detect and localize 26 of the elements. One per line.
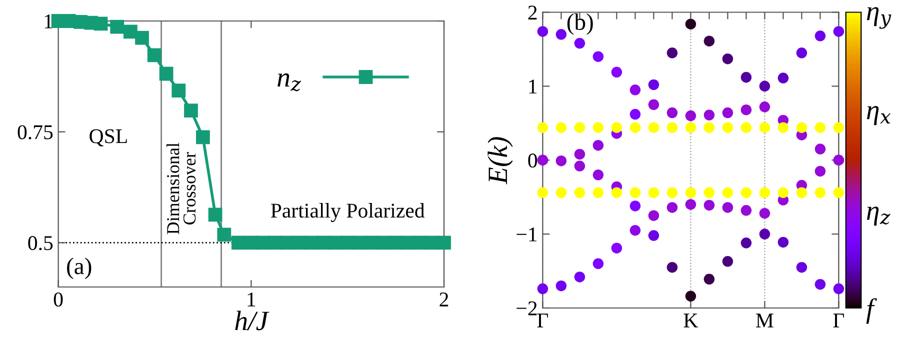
x-tick-label: K — [684, 314, 698, 328]
y-axis-title: E(k) — [488, 137, 513, 184]
x-axis-title: h/J — [235, 310, 270, 330]
annotation: Dimensional Crossover — [166, 142, 196, 234]
y-tick-label: 0.5 — [28, 236, 53, 250]
y-tick-label: 0 — [528, 154, 538, 168]
y-tick-label: 2 — [528, 6, 537, 20]
color-bar-label: η$_{y}$ — [866, 7, 892, 29]
y-tick-label: 1 — [529, 80, 537, 94]
legend-label: n$_{z}$ — [278, 73, 302, 92]
y-tick-label: 0.75 — [18, 125, 53, 140]
y-tick-label: −1 — [516, 228, 537, 242]
color-bar-label: f — [866, 298, 877, 324]
annotation: (b) — [567, 13, 593, 35]
x-tick-label: 1 — [248, 292, 256, 306]
x-tick-label: Γ — [833, 314, 844, 328]
color-bar-label: η$_{z}$ — [866, 206, 890, 226]
annotation: (a) — [67, 258, 92, 280]
annotation: QSL — [90, 129, 127, 146]
x-tick-label: 0 — [54, 292, 63, 307]
x-tick-label: M — [756, 314, 774, 328]
y-tick-label: −2 — [516, 301, 537, 316]
x-tick-label: Γ — [537, 314, 548, 328]
annotation: Partially Polarized — [270, 203, 425, 222]
color-bar-label: η$_{x}$ — [866, 106, 891, 126]
x-tick-label: 2 — [440, 292, 448, 306]
